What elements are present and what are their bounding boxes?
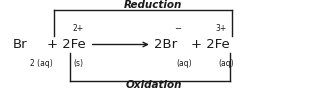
Text: (s): (s) bbox=[73, 59, 83, 68]
Text: 3+: 3+ bbox=[216, 24, 227, 33]
Text: Br: Br bbox=[13, 38, 28, 51]
Text: 2Br: 2Br bbox=[154, 38, 177, 51]
Text: 2 (aq): 2 (aq) bbox=[30, 59, 53, 68]
Text: + 2Fe: + 2Fe bbox=[47, 38, 86, 51]
Text: 2+: 2+ bbox=[72, 24, 83, 33]
Text: (aq): (aq) bbox=[219, 59, 234, 68]
Text: −: − bbox=[174, 24, 181, 33]
Text: Oxidation: Oxidation bbox=[125, 80, 182, 89]
Text: (aq): (aq) bbox=[176, 59, 192, 68]
Text: Reduction: Reduction bbox=[124, 0, 182, 10]
Text: + 2Fe: + 2Fe bbox=[191, 38, 230, 51]
